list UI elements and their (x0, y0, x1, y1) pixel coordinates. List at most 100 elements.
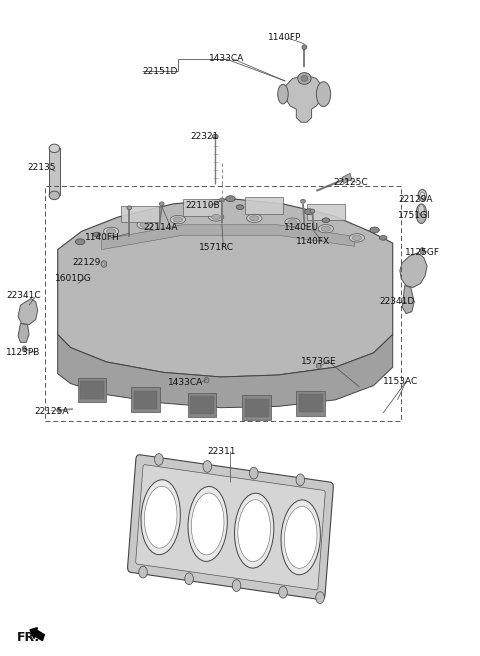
Bar (45, 186, 401, 420)
Ellipse shape (141, 480, 180, 555)
Bar (131, 388, 160, 412)
Ellipse shape (192, 493, 224, 555)
Text: 22341D: 22341D (380, 297, 415, 306)
Ellipse shape (421, 249, 423, 253)
Ellipse shape (370, 227, 379, 233)
Text: 22341C: 22341C (6, 291, 41, 300)
Ellipse shape (278, 85, 288, 104)
Ellipse shape (418, 190, 427, 201)
Ellipse shape (321, 226, 331, 232)
Ellipse shape (316, 363, 321, 369)
Text: 22125A: 22125A (35, 407, 69, 416)
Polygon shape (58, 199, 393, 377)
Bar (49, 148, 60, 195)
Ellipse shape (232, 580, 241, 592)
Ellipse shape (310, 209, 315, 213)
Polygon shape (102, 225, 355, 250)
Ellipse shape (204, 378, 209, 383)
Ellipse shape (281, 500, 320, 575)
Text: 1153AC: 1153AC (383, 377, 419, 386)
Text: 22151D: 22151D (142, 67, 178, 76)
Text: 1571RC: 1571RC (199, 243, 234, 251)
Polygon shape (400, 253, 427, 287)
Ellipse shape (301, 75, 308, 81)
Ellipse shape (22, 346, 26, 352)
Ellipse shape (57, 408, 60, 412)
Bar (307, 204, 345, 220)
Ellipse shape (185, 573, 193, 584)
Ellipse shape (284, 506, 317, 568)
Ellipse shape (238, 500, 271, 562)
Ellipse shape (247, 214, 262, 222)
Bar (342, 173, 352, 184)
Text: 1140FP: 1140FP (268, 33, 301, 43)
Ellipse shape (416, 204, 427, 224)
Polygon shape (18, 323, 29, 342)
Text: 1601DG: 1601DG (55, 274, 92, 283)
Ellipse shape (219, 198, 224, 202)
Ellipse shape (104, 227, 119, 236)
Ellipse shape (379, 236, 387, 240)
Text: 1125GF: 1125GF (405, 248, 440, 256)
Ellipse shape (127, 206, 132, 210)
Ellipse shape (212, 134, 218, 139)
Bar (188, 393, 216, 417)
Text: 22125C: 22125C (333, 178, 368, 187)
Text: 1433CA: 1433CA (209, 54, 244, 64)
Ellipse shape (139, 566, 147, 578)
Text: 1123PB: 1123PB (6, 348, 40, 358)
Text: 22321: 22321 (191, 132, 219, 141)
Ellipse shape (49, 144, 60, 153)
Bar (133, 391, 157, 409)
Ellipse shape (236, 205, 244, 209)
Ellipse shape (300, 199, 305, 203)
Polygon shape (18, 298, 37, 325)
Polygon shape (402, 285, 414, 314)
Ellipse shape (144, 486, 177, 548)
Text: 1573GE: 1573GE (301, 357, 336, 366)
Ellipse shape (103, 262, 106, 266)
Text: 1140FX: 1140FX (296, 237, 330, 245)
Bar (245, 399, 269, 417)
Bar (245, 197, 283, 214)
Ellipse shape (137, 220, 152, 229)
Ellipse shape (49, 191, 60, 199)
Bar (296, 391, 325, 415)
Bar (78, 378, 107, 403)
FancyBboxPatch shape (128, 455, 333, 600)
Bar (120, 206, 159, 222)
Ellipse shape (298, 73, 311, 85)
Ellipse shape (302, 45, 307, 49)
FancyBboxPatch shape (136, 464, 325, 590)
Text: 22135: 22135 (28, 163, 56, 173)
Ellipse shape (93, 232, 101, 237)
Ellipse shape (173, 217, 182, 222)
Polygon shape (285, 75, 322, 122)
Text: 22311: 22311 (207, 447, 236, 456)
Text: 22114A: 22114A (144, 223, 178, 232)
Ellipse shape (188, 487, 228, 562)
Bar (80, 381, 104, 400)
Ellipse shape (208, 213, 224, 221)
Text: 1433CA: 1433CA (168, 379, 203, 388)
Ellipse shape (159, 202, 164, 206)
Ellipse shape (140, 222, 149, 228)
Ellipse shape (250, 216, 259, 221)
Ellipse shape (419, 205, 424, 215)
Ellipse shape (349, 234, 364, 242)
Bar (299, 394, 323, 412)
Ellipse shape (235, 493, 274, 568)
Ellipse shape (107, 229, 116, 234)
Text: FR.: FR. (17, 631, 40, 644)
Bar (242, 396, 271, 420)
Ellipse shape (296, 474, 305, 485)
Ellipse shape (316, 592, 324, 604)
Text: 22129A: 22129A (398, 195, 433, 204)
Ellipse shape (304, 209, 314, 215)
Ellipse shape (203, 461, 212, 472)
Ellipse shape (352, 236, 361, 241)
Text: 1140EU: 1140EU (284, 223, 319, 232)
Ellipse shape (420, 192, 425, 199)
Ellipse shape (279, 586, 288, 598)
Ellipse shape (285, 218, 300, 226)
